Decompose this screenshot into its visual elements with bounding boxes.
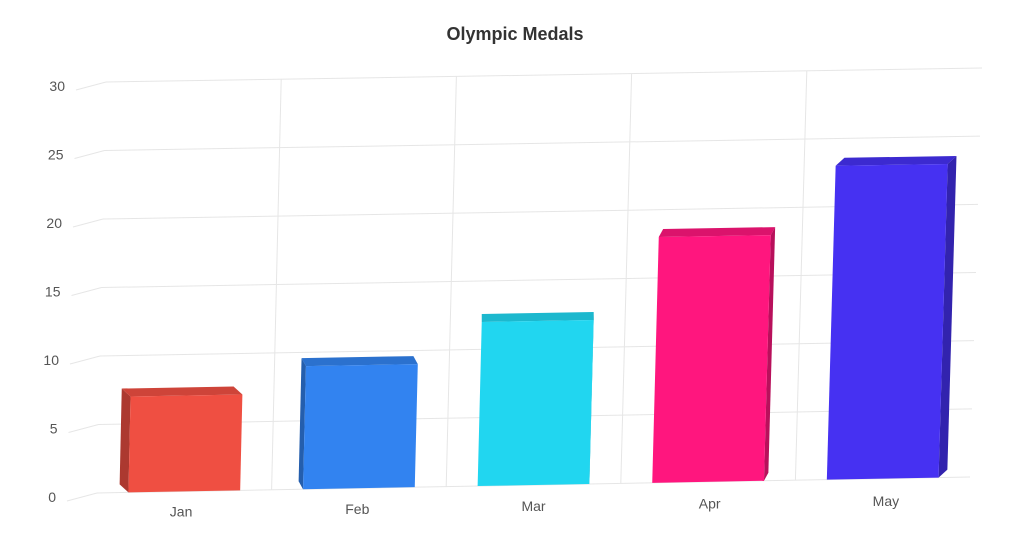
gridline-x [794, 70, 808, 481]
bar-top-face [835, 155, 957, 166]
bar-side-face [119, 388, 131, 493]
y-tick-mark [66, 492, 98, 502]
bar-front-face [128, 394, 243, 493]
bar-may[interactable] [826, 155, 957, 480]
gridline-y [105, 67, 983, 83]
bar-jan[interactable] [119, 386, 243, 493]
x-tick-label: May [873, 493, 899, 509]
y-tick-mark [68, 424, 99, 433]
bar-front-face [652, 235, 771, 483]
y-tick-label: 15 [45, 284, 61, 300]
y-tick-mark [74, 150, 105, 159]
gridline-x [271, 79, 282, 490]
bar-top-face [121, 386, 243, 397]
gridline-y [104, 135, 981, 151]
bar-front-face [477, 320, 594, 487]
grid [96, 67, 983, 494]
x-tick-label: Mar [521, 498, 545, 514]
bar-top-face [301, 356, 418, 367]
y-tick-mark [69, 355, 101, 365]
bar-front-face [303, 364, 418, 490]
bar-side-face [763, 227, 776, 481]
bar-mar[interactable] [477, 312, 594, 487]
y-tick-label: 10 [43, 352, 59, 368]
chart-title: Olympic Medals [446, 24, 583, 44]
y-tick-label: 25 [48, 147, 64, 163]
y-axis: 0 5 10 15 20 25 30 [43, 78, 107, 505]
x-tick-label: Jan [170, 503, 193, 519]
y-tick-mark [71, 287, 102, 296]
gridline-y [102, 203, 979, 220]
bar-apr[interactable] [652, 227, 776, 483]
y-tick-mark [72, 218, 104, 228]
gridline-x [620, 73, 633, 484]
y-tick-label: 5 [50, 421, 58, 437]
bar-top-face [658, 227, 776, 237]
x-tick-label: Apr [699, 496, 721, 512]
bar-front-face [826, 163, 948, 480]
y-tick-label: 30 [49, 78, 65, 94]
y-tick-mark [75, 81, 107, 91]
gridline-y [101, 272, 977, 288]
bar-side-face [938, 155, 957, 478]
bar-top-face [481, 312, 594, 322]
bar-feb[interactable] [298, 356, 418, 490]
bar-side-face [298, 358, 306, 490]
x-axis: Jan Feb Mar Apr May [170, 493, 899, 519]
y-tick-label: 20 [46, 215, 62, 231]
bars [119, 155, 957, 493]
y-tick-label: 0 [48, 489, 56, 505]
x-tick-label: Feb [345, 501, 369, 517]
gridline-x [445, 76, 457, 487]
